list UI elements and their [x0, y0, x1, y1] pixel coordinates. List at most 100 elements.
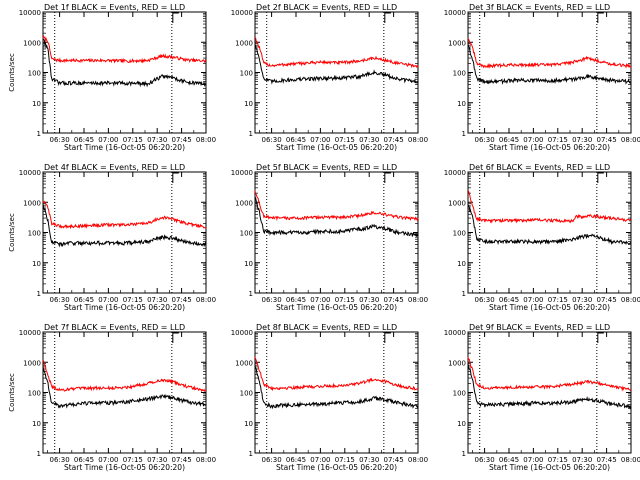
chart-panel-4: Det 4f BLACK = Events, RED = LLD 1 10 100 10…	[8, 163, 216, 312]
x-tick-label: 08:00	[196, 136, 216, 144]
y-tick-label: 1000	[23, 359, 41, 367]
plot-frame	[42, 11, 207, 134]
x-tick-label: 07:30	[359, 456, 379, 464]
x-tick-label: 07:45	[384, 296, 404, 304]
x-tick-label: 06:45	[74, 296, 94, 304]
y-tick-label: 10000	[19, 9, 41, 17]
x-tick-label: 06:30	[49, 456, 69, 464]
x-tick-label: 06:30	[474, 456, 494, 464]
series-events-black	[254, 44, 419, 85]
y-tick-label: 1000	[448, 39, 466, 47]
chart-panel-3: Det 3f BLACK = Events, RED = LLD 1 10 100 10…	[444, 3, 640, 152]
chart-title: Det 3f BLACK = Events, RED = LLD	[469, 3, 610, 12]
x-tick-label: 08:00	[196, 296, 216, 304]
plot-frame	[467, 331, 632, 454]
series-events-black	[42, 38, 207, 88]
y-tick-label: 10000	[444, 329, 466, 337]
x-axis-label: Start Time (16-Oct-05 06:20:20)	[64, 143, 185, 152]
y-tick-label: 10	[32, 420, 41, 428]
series-lld-red	[467, 190, 632, 224]
y-tick-label: 100	[240, 230, 253, 238]
series-lld-red	[467, 38, 632, 69]
x-tick-label: 07:30	[572, 136, 592, 144]
series-events-black	[42, 204, 207, 248]
x-tick-label: 07:00	[523, 136, 543, 144]
x-tick-label: 06:30	[474, 136, 494, 144]
chart-title: Det 2f BLACK = Events, RED = LLD	[256, 3, 397, 12]
y-tick-label: 1000	[235, 359, 253, 367]
x-tick-label: 07:00	[98, 456, 118, 464]
series-lld-red	[42, 35, 207, 64]
interval-bracket-mark	[172, 172, 179, 183]
y-tick-label: 10	[457, 260, 466, 268]
x-tick-label: 07:15	[123, 456, 143, 464]
x-tick-label: 07:30	[572, 296, 592, 304]
x-tick-label: 07:00	[310, 296, 330, 304]
y-tick-label: 100	[28, 70, 41, 78]
x-tick-label: 06:30	[261, 296, 281, 304]
x-tick-label: 07:00	[310, 456, 330, 464]
y-tick-label: 10	[244, 260, 253, 268]
chart-panel-1: Det 1f BLACK = Events, RED = LLD 1 10 100 10…	[8, 3, 216, 152]
x-tick-label: 08:00	[408, 136, 428, 144]
y-tick-label: 1	[37, 450, 41, 458]
series-events-black	[42, 366, 207, 409]
chart-title: Det 6f BLACK = Events, RED = LLD	[469, 163, 610, 172]
plot-frame	[467, 171, 632, 294]
y-tick-label: 10000	[19, 169, 41, 177]
x-axis-label: Start Time (16-Oct-05 06:20:20)	[489, 303, 610, 312]
chart-title: Det 8f BLACK = Events, RED = LLD	[256, 323, 397, 332]
x-tick-label: 08:00	[408, 296, 428, 304]
x-tick-label: 07:00	[98, 136, 118, 144]
series-lld-red	[467, 356, 632, 392]
chart-panel-2: Det 2f BLACK = Events, RED = LLD 1 10 100 10…	[231, 3, 428, 152]
y-tick-label: 1	[462, 290, 466, 298]
x-tick-label: 06:30	[261, 456, 281, 464]
chart-panel-5: Det 5f BLACK = Events, RED = LLD 1 10 100 10…	[231, 163, 428, 312]
y-tick-label: 1	[249, 290, 253, 298]
series-events-black	[254, 196, 419, 238]
y-tick-label: 1	[37, 290, 41, 298]
x-tick-label: 06:30	[49, 296, 69, 304]
y-tick-label: 10	[32, 260, 41, 268]
y-tick-label: 10	[457, 100, 466, 108]
y-tick-label: 100	[28, 390, 41, 398]
chart-panel-8: Det 8f BLACK = Events, RED = LLD 1 10 100 10…	[231, 323, 428, 472]
x-tick-label: 08:00	[408, 456, 428, 464]
x-tick-label: 06:30	[49, 136, 69, 144]
x-tick-label: 06:45	[74, 136, 94, 144]
x-tick-label: 07:00	[523, 456, 543, 464]
y-tick-label: 1	[462, 450, 466, 458]
x-tick-label: 08:00	[621, 136, 640, 144]
plot-frame	[42, 171, 207, 294]
x-tick-label: 07:30	[147, 456, 167, 464]
x-tick-label: 07:30	[572, 456, 592, 464]
x-tick-label: 06:30	[474, 296, 494, 304]
y-tick-label: 10000	[231, 329, 253, 337]
y-axis-label: Counts/sec	[8, 213, 16, 252]
x-tick-label: 06:45	[499, 296, 519, 304]
x-tick-label: 08:00	[621, 456, 640, 464]
x-axis-label: Start Time (16-Oct-05 06:20:20)	[489, 463, 610, 472]
plot-frame	[42, 331, 207, 454]
y-tick-label: 10	[457, 420, 466, 428]
x-tick-label: 07:15	[548, 456, 568, 464]
interval-bracket-mark	[597, 12, 604, 23]
y-tick-label: 1000	[448, 359, 466, 367]
x-axis-label: Start Time (16-Oct-05 06:20:20)	[64, 303, 185, 312]
interval-bracket-mark	[384, 332, 391, 343]
x-tick-label: 06:45	[286, 296, 306, 304]
y-tick-label: 1000	[235, 39, 253, 47]
series-events-black	[467, 205, 632, 246]
x-tick-label: 07:15	[548, 296, 568, 304]
y-tick-label: 10000	[444, 169, 466, 177]
y-tick-label: 1	[462, 130, 466, 138]
x-axis-label: Start Time (16-Oct-05 06:20:20)	[276, 463, 397, 472]
x-tick-label: 08:00	[621, 296, 640, 304]
x-axis-label: Start Time (16-Oct-05 06:20:20)	[276, 303, 397, 312]
x-tick-label: 06:30	[261, 136, 281, 144]
x-tick-label: 07:45	[172, 136, 192, 144]
y-tick-label: 1	[37, 130, 41, 138]
interval-bracket-mark	[172, 12, 179, 23]
